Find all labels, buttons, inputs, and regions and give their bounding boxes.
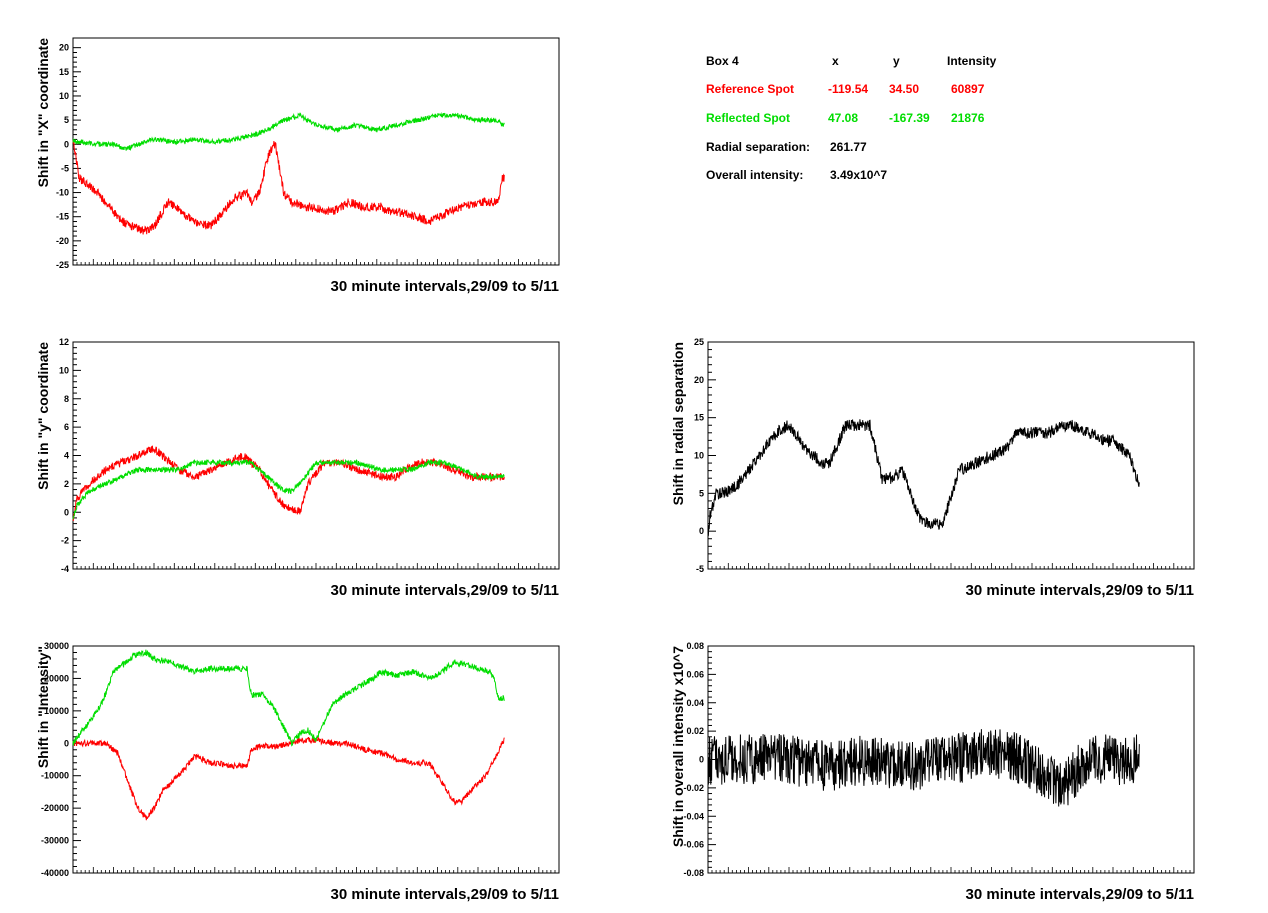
y-tick-label: 0: [699, 526, 704, 536]
y-tick-label: -4: [61, 564, 69, 574]
chart-overall-intensity: -0.08 -0.06 -0.04 -0.02 0 0.02 0.04 0.06 0.08 30 …: [670, 641, 1195, 903]
overall-intensity-label: Overall intensity:: [706, 168, 804, 182]
y-tick-label: 10000: [44, 706, 69, 716]
reference-spot-x: -119.54: [828, 82, 869, 96]
y-axis-label: Shift in "y" coordinate: [35, 342, 51, 490]
y-tick-label: 0.06: [686, 669, 704, 679]
x-ticks: [72, 867, 560, 873]
series-line-0: [707, 729, 1140, 807]
y-tick-label: 15: [59, 67, 69, 77]
y-axis-label: Shift in radial separation: [670, 342, 686, 505]
y-tick-label: 2: [64, 479, 69, 489]
series-line-0: [707, 419, 1140, 537]
y-tick-label: -10000: [41, 771, 69, 781]
reflected-spot-label: Reflected Spot: [706, 111, 791, 125]
x-axis-label: 30 minute intervals,29/09 to 5/11: [966, 886, 1194, 903]
info-header-intensity: Intensity: [947, 54, 997, 68]
y-axis-label: Shift in "X" coordinate: [35, 38, 51, 188]
y-tick-label: -20: [56, 236, 69, 246]
y-tick-label: 15: [694, 413, 704, 423]
overall-intensity-value: 3.49x10^7: [830, 168, 888, 182]
x-axis-label: 30 minute intervals,29/09 to 5/11: [331, 278, 559, 295]
y-tick-label: -0.06: [683, 840, 704, 850]
x-ticks: [707, 867, 1195, 873]
y-axis-label: Shift in "Intensity": [35, 646, 51, 768]
y-tick-label: -25: [56, 260, 69, 270]
x-ticks: [707, 563, 1195, 569]
y-tick-label: 0: [699, 755, 704, 765]
x-ticks: [72, 563, 560, 569]
chart-radial-separation: -5 0 5 10 15 20 25 30 minute intervals,29/09 to…: [670, 337, 1195, 599]
x-axis-label: 30 minute intervals,29/09 to 5/11: [331, 582, 559, 599]
reference-spot-y: 34.50: [889, 82, 920, 96]
reference-spot-intensity: 60897: [951, 82, 985, 96]
x-ticks: [72, 259, 560, 265]
y-tick-label: 10: [59, 365, 69, 375]
plot-frame: [72, 341, 560, 570]
y-tick-label: 10: [59, 91, 69, 101]
y-tick-label: 5: [64, 115, 69, 125]
y-tick-label: 0.04: [686, 698, 704, 708]
series-line-1: [72, 111, 505, 152]
chart-x-shift: -25 -20 -15 -10 -5 0 5 10 15 20 30 minute interval…: [35, 37, 560, 295]
radial-separation-value: 261.77: [830, 140, 867, 154]
plot-frame: [72, 645, 560, 874]
y-tick-label: 10: [694, 451, 704, 461]
y-axis-label: Shift in overall intensity x10^7: [670, 646, 686, 847]
info-header-box: Box 4: [706, 54, 739, 68]
chart-y-shift: -4 -2 0 2 4 6 8 10 12 30 minute intervals,29/09 t…: [35, 337, 560, 599]
y-tick-label: 25: [694, 337, 704, 347]
series-line-0: [72, 140, 505, 235]
y-tick-label: 20: [694, 375, 704, 385]
reflected-spot-intensity: 21876: [951, 111, 985, 125]
info-header-y: y: [893, 54, 900, 68]
y-tick-label: 0.02: [686, 726, 704, 736]
reflected-spot-x: 47.08: [828, 111, 859, 125]
series-line-0: [72, 736, 505, 821]
series-line-1: [72, 649, 505, 747]
reference-spot-label: Reference Spot: [706, 82, 795, 96]
radial-separation-label: Radial separation:: [706, 140, 811, 154]
y-tick-label: -5: [696, 564, 704, 574]
y-tick-label: 5: [699, 488, 704, 498]
plot-frame: [707, 341, 1195, 570]
y-tick-label: -15: [56, 212, 69, 222]
series-line-0: [72, 445, 505, 522]
info-header-x: x: [832, 54, 839, 68]
y-tick-label: -0.02: [683, 783, 704, 793]
y-tick-label: -5: [61, 163, 69, 173]
x-axis-label: 30 minute intervals,29/09 to 5/11: [966, 582, 1194, 599]
y-tick-label: -0.04: [683, 811, 704, 821]
y-tick-label: 8: [64, 394, 69, 404]
y-tick-label: 30000: [44, 641, 69, 651]
y-tick-label: 12: [59, 337, 69, 347]
y-tick-label: -2: [61, 536, 69, 546]
y-tick-label: 20000: [44, 673, 69, 683]
y-tick-label: -40000: [41, 868, 69, 878]
y-tick-label: 0.08: [686, 641, 704, 651]
x-axis-label: 30 minute intervals,29/09 to 5/11: [331, 886, 559, 903]
y-tick-label: 0: [64, 738, 69, 748]
y-tick-label: -0.08: [683, 868, 704, 878]
y-tick-label: -10: [56, 188, 69, 198]
y-tick-label: 4: [64, 451, 69, 461]
reflected-spot-y: -167.39: [889, 111, 930, 125]
y-tick-label: -30000: [41, 836, 69, 846]
y-tick-label: 20: [59, 43, 69, 53]
series-line-1: [72, 458, 505, 520]
y-tick-label: -20000: [41, 803, 69, 813]
y-tick-label: 6: [64, 422, 69, 432]
y-tick-label: 0: [64, 507, 69, 517]
chart-intensity-shift: -40000 -30000 -20000 -10000 0 10000 20000 30000…: [35, 641, 560, 903]
y-tick-label: 0: [64, 139, 69, 149]
